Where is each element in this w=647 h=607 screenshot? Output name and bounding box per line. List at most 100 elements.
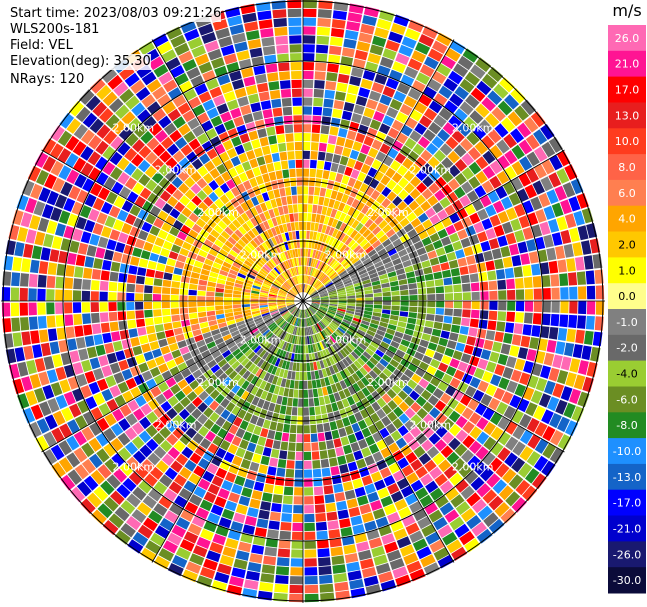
- range-gate: [450, 324, 461, 334]
- range-gate: [21, 376, 33, 392]
- range-gate: [262, 419, 271, 429]
- range-gate: [455, 429, 468, 443]
- range-gate: [286, 295, 295, 299]
- range-gate: [236, 50, 250, 61]
- range-gate: [385, 349, 395, 359]
- range-gate: [105, 191, 118, 205]
- range-gate: [102, 91, 118, 107]
- range-gate: [165, 170, 177, 183]
- range-gate: [96, 212, 108, 225]
- range-gate: [304, 309, 307, 318]
- range-gate: [483, 339, 494, 351]
- range-gate: [88, 135, 102, 150]
- range-gate: [236, 320, 245, 327]
- range-gate: [376, 329, 386, 337]
- range-gate: [400, 339, 411, 347]
- range-gate: [356, 390, 366, 400]
- range-gate: [55, 366, 67, 381]
- range-gate: [316, 423, 324, 433]
- range-gate: [270, 324, 278, 332]
- range-gate: [242, 291, 251, 296]
- range-gate: [225, 190, 235, 201]
- range-gate: [75, 337, 86, 349]
- range-gate: [195, 507, 210, 520]
- range-gate: [250, 207, 259, 217]
- range-gate: [557, 327, 568, 341]
- range-gate: [166, 258, 176, 267]
- range-gate: [272, 337, 279, 345]
- range-gate: [364, 416, 374, 427]
- range-gate: [320, 301, 329, 304]
- range-gate: [304, 257, 308, 266]
- range-gate: [169, 226, 180, 237]
- range-gate: [154, 237, 165, 247]
- range-gate: [158, 363, 169, 374]
- range-gate: [231, 79, 245, 90]
- range-gate: [139, 187, 152, 200]
- range-gate: [285, 281, 292, 288]
- range-gate: [255, 378, 263, 388]
- range-gate: [405, 522, 420, 535]
- range-gate: [312, 460, 321, 469]
- range-gate: [535, 350, 546, 364]
- range-gate: [505, 436, 519, 451]
- range-gate: [97, 503, 113, 519]
- range-gate: [461, 407, 474, 420]
- range-gate: [267, 228, 274, 238]
- range-gate: [365, 301, 374, 305]
- range-gate: [342, 358, 350, 368]
- range-gate: [319, 583, 334, 593]
- range-gate: [66, 435, 80, 451]
- range-gate: [423, 562, 440, 576]
- range-gate: [326, 311, 335, 317]
- range-gate: [227, 15, 243, 27]
- range-gate: [99, 291, 108, 301]
- range-gate: [314, 324, 319, 333]
- range-gate: [354, 430, 365, 441]
- range-gate: [152, 144, 166, 157]
- range-gate: [541, 313, 551, 326]
- range-gate: [133, 408, 145, 421]
- range-gate: [331, 320, 340, 327]
- range-gate: [262, 313, 271, 319]
- range-gate: [177, 340, 187, 349]
- range-gate: [273, 207, 280, 217]
- range-gate: [213, 94, 226, 107]
- range-gate: [317, 18, 331, 27]
- range-gate: [398, 316, 408, 323]
- range-gate: [93, 334, 104, 346]
- range-gate: [277, 206, 284, 216]
- range-gate: [278, 62, 290, 72]
- range-gate: [297, 284, 301, 293]
- range-gate: [330, 321, 339, 329]
- range-gate: [244, 348, 253, 357]
- range-gate: [304, 558, 317, 567]
- range-gate: [310, 371, 316, 380]
- range-gate: [367, 491, 380, 503]
- range-gate: [110, 261, 121, 272]
- range-gate: [280, 89, 292, 98]
- range-gate: [34, 387, 46, 403]
- range-gate: [433, 321, 443, 330]
- range-gate: [482, 371, 493, 383]
- range-gate: [546, 339, 557, 353]
- range-gate: [246, 220, 255, 230]
- range-gate: [391, 384, 402, 395]
- range-gate: [291, 307, 298, 314]
- range-gate: [220, 82, 234, 94]
- range-gate: [274, 225, 281, 235]
- range-gate: [359, 367, 368, 376]
- range-gate: [179, 195, 191, 206]
- range-gate: [304, 522, 315, 532]
- range-gate: [108, 292, 117, 301]
- range-gate: [39, 329, 49, 343]
- range-gate: [398, 344, 408, 353]
- range-gate: [196, 339, 206, 348]
- range-gate: [153, 503, 168, 517]
- range-gate: [392, 354, 403, 363]
- range-gate: [22, 407, 36, 424]
- range-gate: [122, 390, 134, 403]
- range-gate: [67, 469, 83, 485]
- range-gate: [217, 74, 231, 86]
- range-gate: [301, 275, 303, 284]
